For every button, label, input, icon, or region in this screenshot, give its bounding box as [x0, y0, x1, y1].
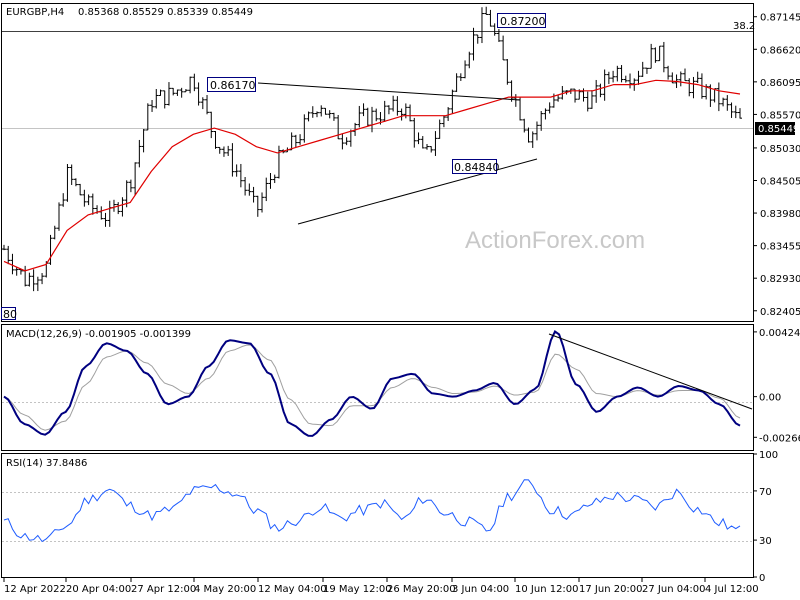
price-tick-label: 0.85030 — [760, 144, 800, 155]
x-tick-label: 17 Jun 20:00 — [579, 584, 643, 595]
macd-axis-ticks: 0.004248 0.00 -0.002667 — [753, 328, 800, 444]
x-tick-label: 20 Apr 04:00 — [66, 584, 131, 595]
rsi-label: RSI(14) 37.8486 — [6, 458, 87, 469]
x-tick-label: 12 May 04:00 — [258, 584, 327, 595]
price-tick-label: 0.83980 — [760, 209, 800, 220]
lower-trend-line — [297, 158, 538, 225]
price-tick-label: 0.84505 — [760, 176, 800, 187]
symbol-label: EURGBP,H4 — [6, 7, 64, 18]
price-tick-label: 0.82405 — [760, 307, 800, 318]
x-tick-label: 4 Jul 12:00 — [705, 584, 759, 595]
price-tick-label: 0.82930 — [760, 274, 800, 285]
macd-tick-label: -0.002667 — [759, 433, 800, 444]
macd-tick-label: 0.00 — [759, 393, 781, 404]
macd-trend-line — [548, 333, 753, 410]
x-tick-label: 4 May 20:00 — [194, 584, 256, 595]
watermark: ActionForex.com — [465, 227, 645, 254]
upper-trend-line — [257, 82, 521, 101]
macd-label: MACD(12,26,9) -0.001905 -0.001399 — [6, 329, 191, 340]
x-tick-label: 3 Jun 04:00 — [452, 584, 509, 595]
price-axis-ticks: 0.87145 0.86620 0.86095 0.85570 0.85030 0.845… — [753, 13, 800, 318]
price-tick-label: 0.86095 — [760, 78, 800, 89]
annotation-mid-text: 0.86170 — [210, 79, 256, 92]
left-edge-label-text: 80 — [3, 308, 17, 321]
left-edge-label: 80 — [1, 307, 17, 321]
fib-label: 38.2 — [733, 21, 755, 32]
macd-line — [3, 329, 741, 437]
price-tick-label: 0.87145 — [760, 13, 800, 24]
signal-line — [3, 344, 741, 431]
moving-average-line — [3, 79, 741, 272]
x-tick-label: 27 Apr 12:00 — [131, 584, 196, 595]
x-tick-label: 10 Jun 12:00 — [515, 584, 579, 595]
x-axis: 12 Apr 2022 20 Apr 04:00 27 Apr 12:004 May… — [3, 578, 759, 595]
price-tick-label: 0.83455 — [760, 242, 800, 253]
annotation-high-0.87200: 0.87200 — [497, 13, 546, 28]
rsi-tick-label: 0 — [759, 573, 765, 584]
price-tick-label: 0.85570 — [760, 110, 800, 121]
rsi-tick-label: 70 — [759, 487, 772, 498]
current-price-tag: 0.85449 — [755, 122, 799, 135]
rsi-panel-frame — [1, 453, 754, 578]
x-tick-label: 27 Jun 04:00 — [642, 584, 706, 595]
price-panel-frame — [1, 3, 754, 322]
macd-tick-label: 0.004248 — [759, 328, 800, 339]
macd-panel-frame — [1, 324, 754, 451]
x-tick-label: 19 May 12:00 — [323, 584, 392, 595]
annotation-low-0.84840: 0.84840 — [452, 159, 500, 174]
rsi-tick-label: 30 — [759, 536, 772, 547]
candles — [2, 6, 742, 292]
rsi-line — [3, 479, 741, 543]
x-tick-label: 26 May 20:00 — [387, 584, 456, 595]
annotation-low-text: 0.84840 — [454, 161, 500, 174]
current-price-text: 0.85449 — [758, 124, 799, 135]
price-tick-label: 0.86620 — [760, 45, 800, 56]
annotation-0.86170: 0.86170 — [207, 77, 256, 92]
annotation-high-text: 0.87200 — [500, 15, 546, 28]
rsi-axis-ticks: 100 70 30 0 — [753, 450, 778, 584]
rsi-tick-label: 100 — [759, 450, 778, 461]
ohlc-text: 0.85368 0.85529 0.85339 0.85449 — [78, 7, 253, 18]
x-tick-label: 12 Apr 2022 — [4, 584, 66, 595]
